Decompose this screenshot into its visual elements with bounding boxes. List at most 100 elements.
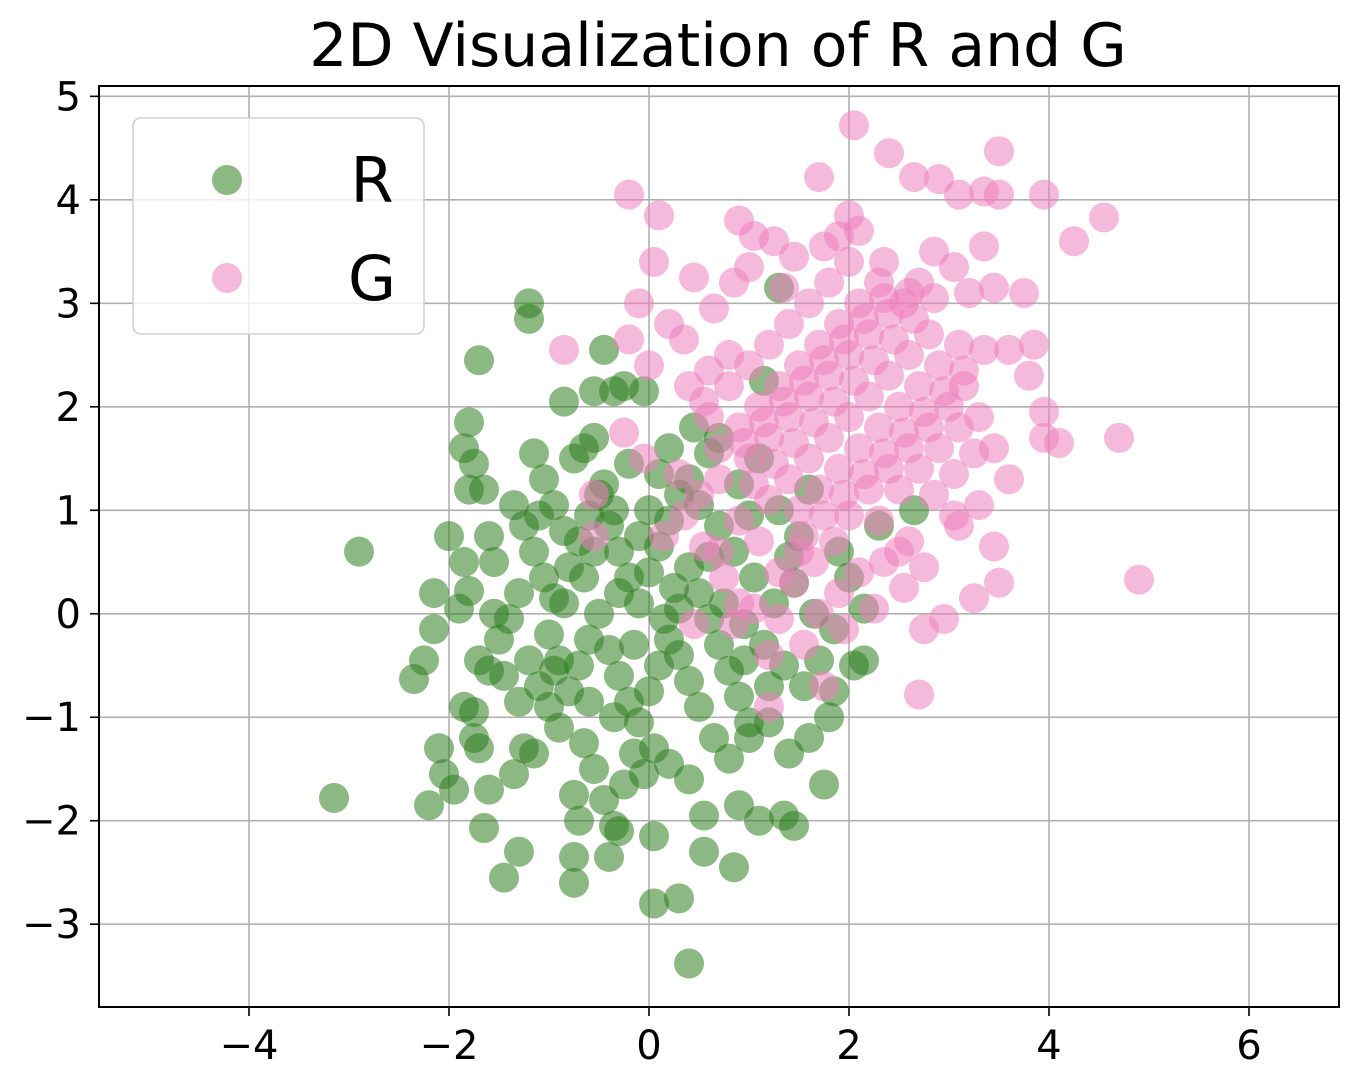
data-point [559,779,589,810]
legend-label: G [348,242,396,315]
data-point [434,521,464,552]
data-point [789,521,819,552]
data-point [514,645,544,676]
x-tick-label: 0 [636,1023,661,1069]
data-point [419,614,449,645]
data-point [979,272,1009,303]
data-point [579,479,609,510]
data-point [994,464,1024,495]
data-point [724,681,754,712]
data-point [869,246,899,277]
x-tick-label: 6 [1236,1023,1261,1069]
data-point [524,500,554,531]
data-point [664,640,694,671]
data-point [909,396,939,427]
data-point [984,136,1014,167]
data-point [634,676,664,707]
data-point [949,355,979,386]
data-point [824,453,854,484]
x-tick-label: −2 [420,1023,479,1069]
data-point [744,526,774,557]
data-point [669,324,699,355]
data-point [579,753,609,784]
chart-title: 2D Visualization of R and G [309,11,1127,81]
data-point [559,867,589,898]
data-point [664,883,694,914]
data-point [564,805,594,836]
data-point [584,598,614,629]
data-point [464,345,494,376]
data-point [654,433,684,464]
data-point [694,402,724,433]
data-point [779,428,809,459]
data-point [1104,422,1134,453]
data-point [649,521,679,552]
data-point [919,283,949,314]
data-point [839,365,869,396]
data-point [619,629,649,660]
x-tick-label: 2 [836,1023,861,1069]
data-point [729,428,759,459]
data-point [424,733,454,764]
data-point [979,531,1009,562]
data-point [489,862,519,893]
data-point [814,267,844,298]
data-point [549,386,579,417]
data-point [1019,329,1049,360]
y-tick-label: 1 [56,488,81,534]
data-point [679,609,709,640]
data-point [734,350,764,381]
data-point [754,329,784,360]
data-point [804,474,834,505]
data-point [809,769,839,800]
data-point [639,888,669,919]
y-tick-label: −3 [22,902,81,948]
data-point [579,422,609,453]
data-point [904,679,934,710]
data-point [954,277,984,308]
data-point [449,547,479,578]
data-point [849,645,879,676]
data-point [864,412,894,443]
data-point [729,645,759,676]
data-point [984,567,1014,598]
data-point [469,474,499,505]
y-tick-label: −1 [22,695,81,741]
data-point [684,578,714,609]
data-point [609,417,639,448]
data-point [769,272,799,303]
data-point [479,598,509,629]
data-point [474,655,504,686]
data-point [1029,179,1059,210]
data-point [514,303,544,334]
data-point [964,490,994,521]
legend-marker [212,165,242,195]
y-tick-label: 5 [56,74,81,120]
data-point [804,162,834,193]
x-tick-label: −4 [220,1023,279,1069]
data-point [454,575,484,606]
data-point [849,303,879,334]
data-point [529,464,559,495]
data-point [589,334,619,365]
data-point [874,138,904,169]
data-point [689,836,719,867]
data-point [889,417,919,448]
data-point [704,536,734,567]
data-point [824,221,854,252]
data-point [454,407,484,438]
data-point [594,841,624,872]
data-point [539,655,569,686]
data-point [829,324,859,355]
data-point [504,686,534,717]
data-point [569,562,599,593]
data-point [459,448,489,479]
data-point [519,536,549,567]
axis-ticks: −4 −2 0 2 4 6 −3 −2 −1 0 1 2 3 4 5 [22,74,1262,1069]
data-point [659,572,689,603]
data-point [1089,202,1119,233]
data-point [924,350,954,381]
data-point [699,722,729,753]
data-point [419,578,449,609]
